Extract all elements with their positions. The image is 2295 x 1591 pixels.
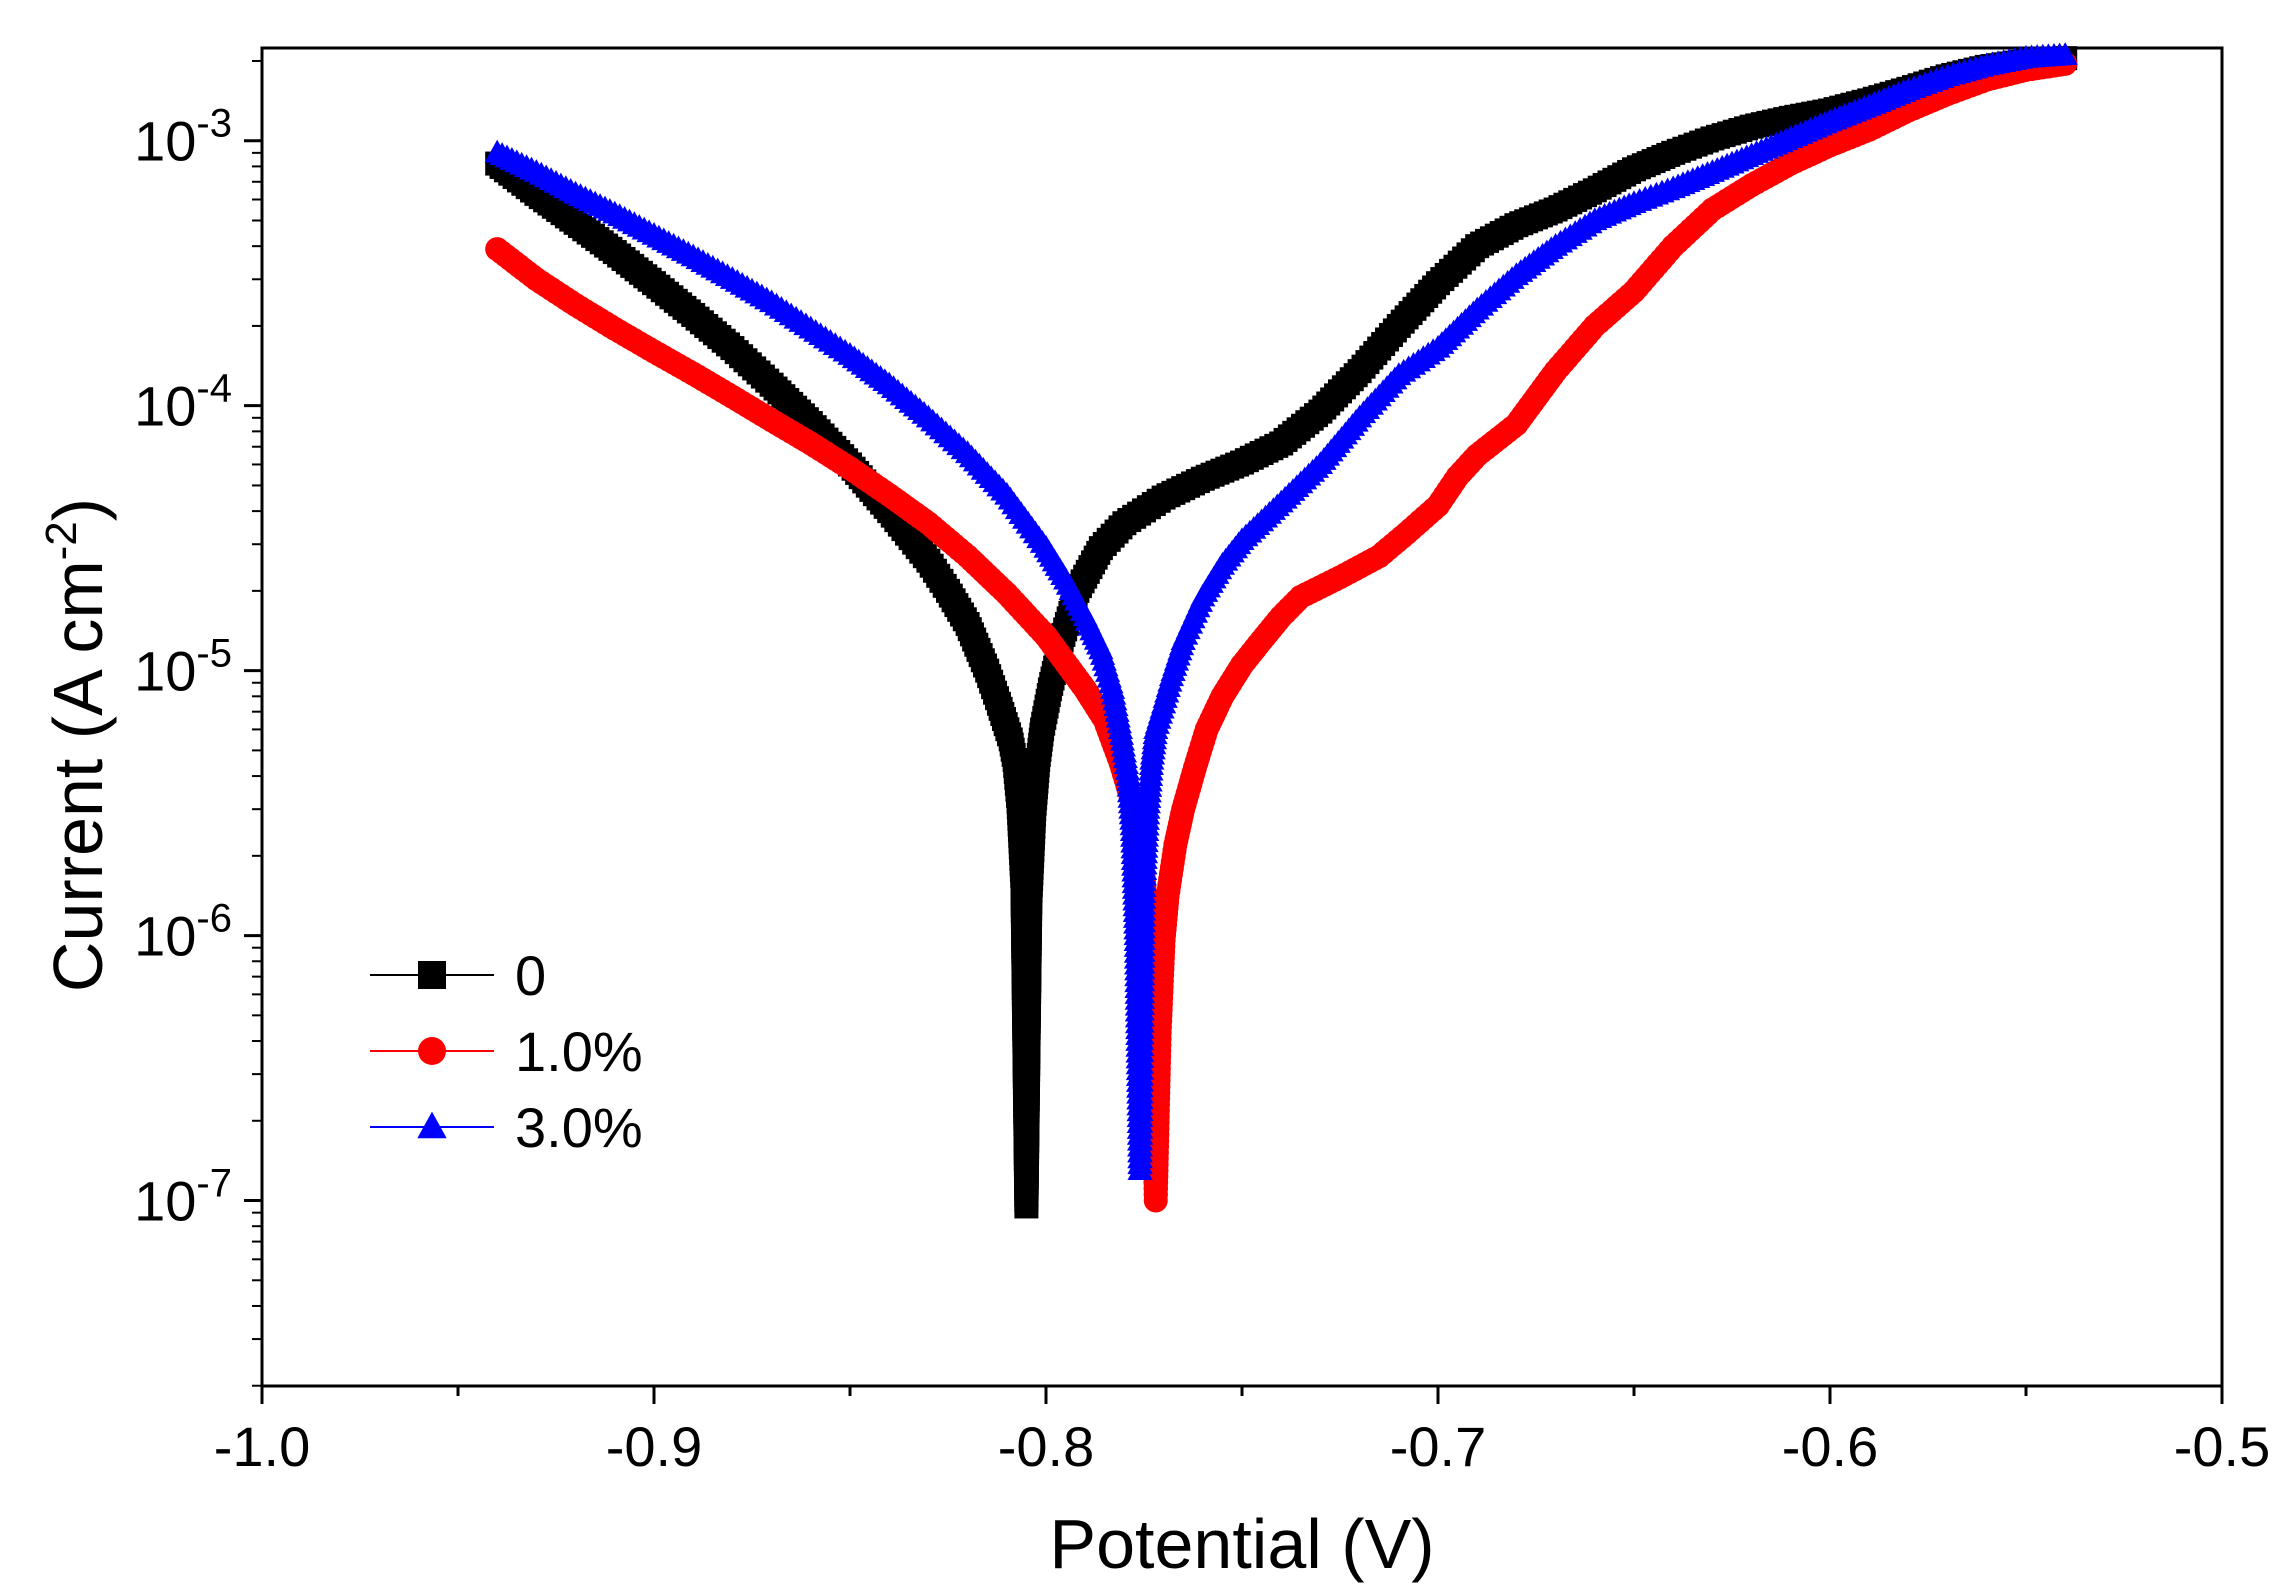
- y-tick-exponent: -5: [196, 632, 232, 676]
- legend-label: 1.0%: [515, 1020, 643, 1083]
- x-tick-label: -0.5: [2174, 1415, 2271, 1478]
- y-axis-title: Current (A cm-2): [37, 498, 117, 992]
- legend-entry: 3.0%: [370, 1096, 643, 1159]
- legend-label: 3.0%: [515, 1096, 643, 1159]
- y-tick-exponent: -4: [196, 367, 232, 411]
- x-tick-label: -0.9: [606, 1415, 703, 1478]
- series-layer: [484, 42, 2078, 1219]
- series-3: [484, 42, 2078, 1180]
- y-tick-label: 10-7: [134, 1162, 232, 1233]
- y-tick-exponent: -3: [196, 102, 232, 146]
- legend-label: 0: [515, 944, 546, 1007]
- legend-entry: 0: [370, 944, 546, 1007]
- y-tick-exponent: -6: [196, 897, 232, 941]
- y-tick-label: 10-5: [134, 632, 232, 703]
- legend-entry: 1.0%: [370, 1020, 643, 1083]
- x-tick-label: -0.7: [1390, 1415, 1487, 1478]
- y-axis-title-close: ): [39, 498, 117, 521]
- y-axis-title-exponent: -2: [37, 521, 86, 560]
- x-axis-ticks: -1.0 -0.9 -0.8 -0.7 -0.6 -0.5: [214, 1386, 2271, 1478]
- legend-marker: [417, 1111, 447, 1139]
- legend-marker: [418, 961, 446, 989]
- y-tick-base: 10: [134, 640, 196, 703]
- y-tick-base: 10: [134, 375, 196, 438]
- x-tick-label: -1.0: [214, 1415, 311, 1478]
- y-tick-base: 10: [134, 1170, 196, 1233]
- x-tick-label: -0.8: [998, 1415, 1095, 1478]
- y-tick-label: 10-6: [134, 897, 232, 968]
- y-tick-label: 10-3: [134, 102, 232, 173]
- y-axis-title-main: Current (A cm: [39, 560, 117, 992]
- legend-marker: [418, 1037, 446, 1065]
- legend: 0 1.0% 3.0%: [370, 944, 643, 1159]
- y-axis-ticks: 10-710-610-510-410-3: [134, 59, 262, 1387]
- y-tick-label: 10-4: [134, 367, 232, 438]
- data-point: [2052, 42, 2078, 65]
- x-axis-title: Potential (V): [1049, 1505, 1434, 1583]
- y-tick-base: 10: [134, 905, 196, 968]
- y-tick-exponent: -7: [196, 1162, 232, 1206]
- x-tick-label: -0.6: [1782, 1415, 1879, 1478]
- y-tick-base: 10: [134, 110, 196, 173]
- series-2: [485, 51, 2078, 1213]
